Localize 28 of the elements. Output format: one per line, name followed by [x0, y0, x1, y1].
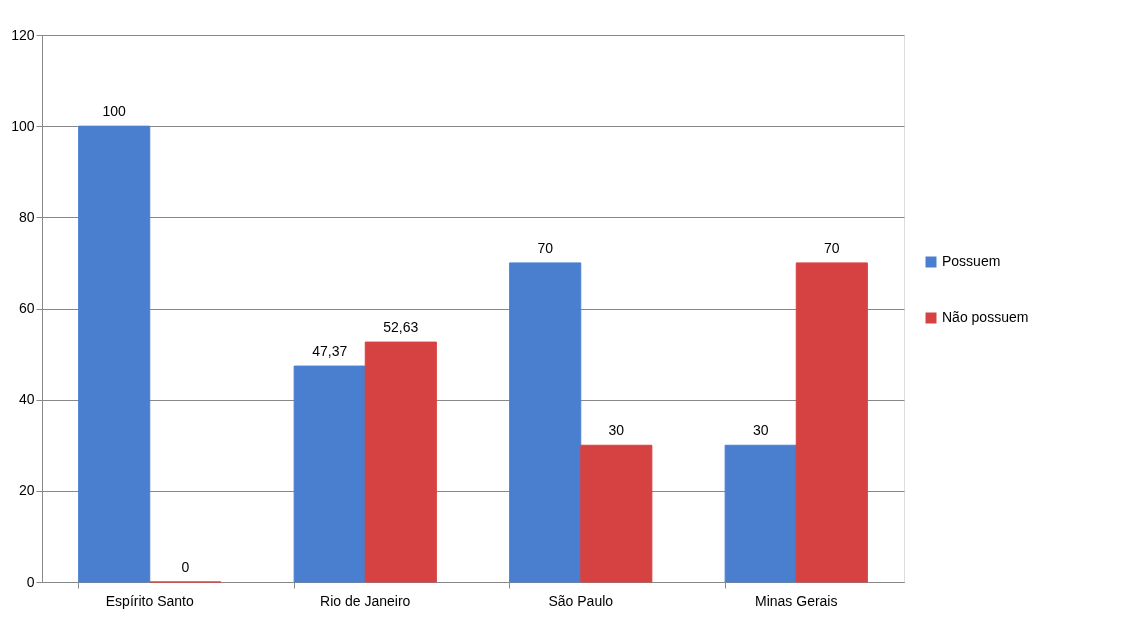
data-label: 47,37: [312, 343, 348, 360]
y-tick-label: 20: [18, 482, 35, 499]
data-label: 30: [608, 422, 625, 439]
y-tick-label: 60: [18, 300, 35, 316]
data-label: 100: [102, 103, 127, 120]
legend-label: Não possuem: [942, 309, 1029, 325]
data-label: 52,63: [383, 319, 419, 336]
bar: [580, 444, 653, 583]
x-tick-label: Espírito Santo: [105, 592, 194, 609]
y-tick-label: 40: [18, 391, 35, 408]
bar: [364, 341, 437, 583]
bar: [293, 365, 366, 583]
bar: [78, 125, 151, 583]
data-label: 30: [752, 422, 769, 439]
y-tick-label: 100: [11, 117, 35, 134]
legend-label: Possuem: [942, 253, 1001, 269]
y-tick-label: 80: [18, 208, 35, 225]
y-tick-label: 120: [11, 26, 35, 43]
data-label: 0: [181, 559, 190, 575]
data-label: 70: [537, 239, 554, 256]
y-tick-label: 0: [26, 573, 35, 590]
data-label: 70: [824, 239, 840, 256]
x-tick-label: Rio de Janeiro: [320, 592, 411, 609]
x-tick-label: São Paulo: [548, 592, 614, 609]
bar: [509, 262, 582, 583]
x-tick-label: Minas Gerais: [755, 592, 838, 609]
bar: [795, 262, 868, 583]
bar: [724, 444, 797, 583]
